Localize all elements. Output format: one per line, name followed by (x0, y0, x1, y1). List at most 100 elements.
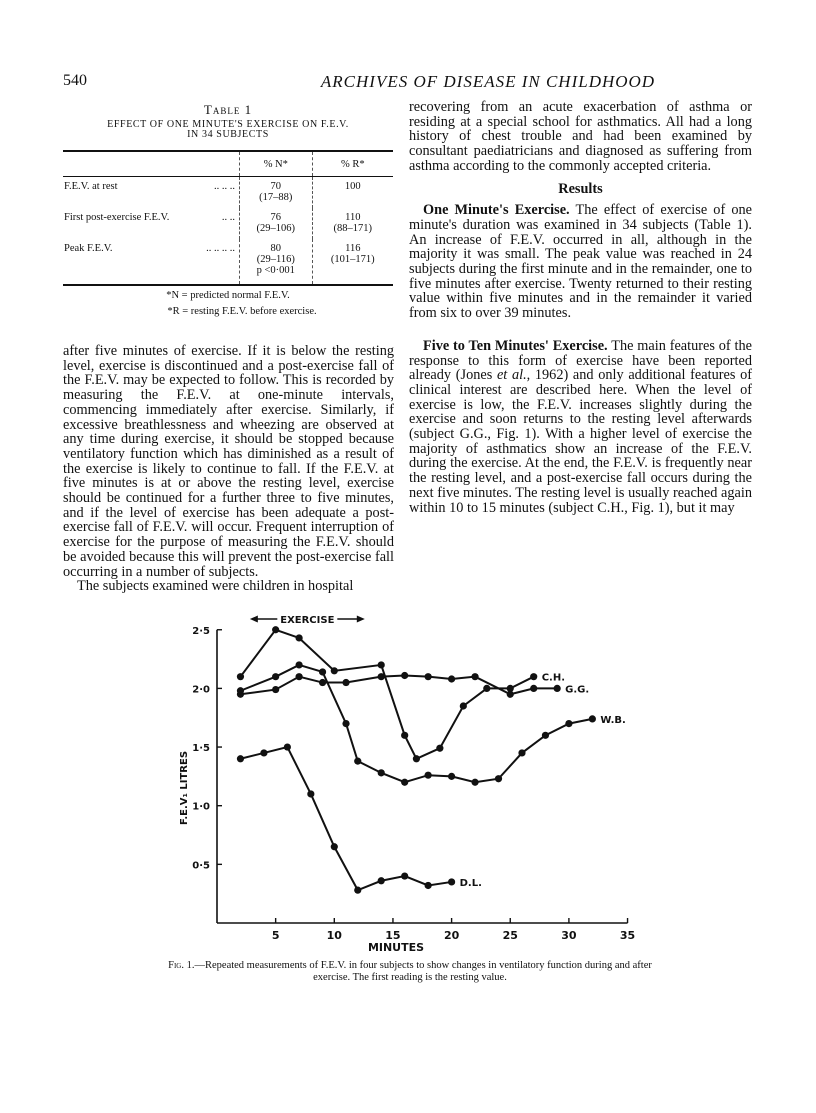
data-point (307, 790, 315, 798)
series-line (239, 628, 535, 761)
series-line (240, 745, 452, 892)
x-tick-label: 5 (272, 929, 280, 942)
paragraph: One Minute's Exercise. The effect of exe… (409, 203, 752, 321)
leader-dots: .. .. .. (214, 181, 235, 192)
value: 100 (344, 181, 361, 192)
table-row: Peak F.E.V. .. .. .. .. 80 (29–116) p <0·0… (63, 239, 393, 285)
data-point (272, 673, 280, 681)
data-point (553, 684, 561, 693)
data-point (530, 684, 538, 693)
arrowhead-left-icon (249, 615, 258, 623)
data-point (448, 675, 456, 683)
series-line (240, 663, 593, 784)
cell-n: 80 (29–116) p <0·001 (239, 239, 313, 285)
data-point (342, 719, 350, 728)
data-point (401, 671, 409, 680)
x-tick-label: 30 (561, 929, 577, 942)
data-point (506, 690, 514, 698)
range: (101–171) (330, 254, 375, 265)
results-table: % N* % R* F.E.V. at rest .. .. .. 70 (17–… (63, 150, 393, 286)
data-point (377, 661, 385, 669)
paragraph: after five minutes of exercise. If it is… (63, 343, 394, 580)
figure-caption-text: —Repeated measurements of F.E.V. in four… (194, 960, 652, 983)
data-point (318, 678, 327, 687)
series-label: C.H. (542, 673, 565, 684)
series-dl: D.L. (236, 743, 482, 894)
data-point (401, 872, 409, 880)
data-point (318, 668, 327, 676)
data-point (342, 678, 350, 687)
table-row: First post-exercise F.E.V. .. .. 76 (29–1… (63, 208, 393, 239)
paragraph-text: The effect of exercise of one minute's d… (409, 202, 752, 322)
value: 116 (345, 243, 361, 254)
paragraph-text: , 1962) and only additional features of … (409, 367, 752, 516)
series-wb: W.B. (236, 661, 626, 786)
data-point (236, 687, 245, 695)
data-point (295, 673, 303, 681)
data-point (436, 744, 444, 752)
value: 76 (270, 212, 282, 223)
data-point (236, 673, 245, 681)
data-point (354, 886, 362, 894)
x-axis-label: MINUTES (368, 941, 424, 954)
x-tick-label: 15 (385, 929, 400, 942)
paragraph-text: The main features of the response to thi… (409, 337, 752, 384)
data-point (260, 749, 268, 757)
table-header: % N* (239, 151, 313, 177)
exercise-annotation: EXERCISE (280, 615, 334, 626)
y-tick-label: 0·5 (192, 860, 210, 871)
range: (29–106) (256, 223, 296, 234)
data-point (236, 755, 245, 763)
citation-etal: et al. (496, 367, 527, 384)
table-header (63, 151, 240, 177)
x-tick-label: 20 (444, 929, 460, 942)
leader-dots: .. .. (221, 212, 235, 223)
row-label-text: First post-exercise F.E.V. (64, 212, 170, 223)
data-point (330, 667, 338, 675)
data-point (424, 771, 432, 779)
y-axis-label: F.E.V₁ LITRES (179, 751, 190, 825)
data-point (471, 673, 479, 681)
table-title: Table 1 (203, 102, 253, 117)
paragraph: Five to Ten Minutes' Exercise. The main … (409, 337, 752, 516)
y-tick-label: 1·5 (192, 743, 210, 754)
cell-r: 116 (101–171) (311, 239, 393, 285)
value: 70 (270, 181, 282, 192)
data-point (424, 673, 432, 681)
paragraph: recovering from an acute exacerbation of… (409, 99, 752, 174)
data-point (272, 685, 280, 694)
y-tick-label: 1·0 (192, 802, 210, 813)
arrowhead-right-icon (356, 615, 365, 623)
series-ch: C.H. (236, 626, 565, 763)
footnote-n: *N = predicted normal F.E.V. (166, 290, 290, 301)
data-point (283, 743, 291, 751)
table-caption: EFFECT OF ONE MINUTE'S EXERCISE ON F.E.V… (63, 120, 393, 140)
p-value: p <0·001 (256, 265, 295, 276)
cell-r: 110 (88–171) (311, 208, 393, 239)
range: (17–88) (259, 192, 293, 203)
series-label: G.G. (565, 684, 589, 695)
data-point (377, 673, 385, 681)
cell-n: 76 (29–106) (239, 208, 313, 239)
x-tick-label: 25 (503, 929, 518, 942)
data-point (412, 755, 421, 763)
table-caption-line: IN 34 SUBJECTS (187, 129, 269, 140)
data-point (401, 778, 409, 786)
data-point (494, 775, 503, 783)
data-point (483, 684, 491, 693)
row-label: F.E.V. at rest .. .. .. (63, 177, 240, 209)
series-label: D.L. (460, 878, 482, 889)
leader-dots: .. .. .. .. (206, 243, 235, 254)
chart-series: C.H.G.G. W.B. D.L. (236, 626, 626, 894)
data-point (565, 719, 573, 728)
figure-label: Fig. 1. (168, 960, 195, 971)
data-point (295, 634, 303, 642)
data-point (448, 878, 456, 886)
data-point (295, 661, 303, 669)
subsection-heading: Five to Ten Minutes' Exercise. (423, 337, 608, 354)
data-point (448, 772, 456, 780)
data-point (471, 778, 479, 786)
footnote-r: *R = resting F.E.V. before exercise. (167, 306, 317, 317)
series-label: W.B. (600, 715, 625, 726)
